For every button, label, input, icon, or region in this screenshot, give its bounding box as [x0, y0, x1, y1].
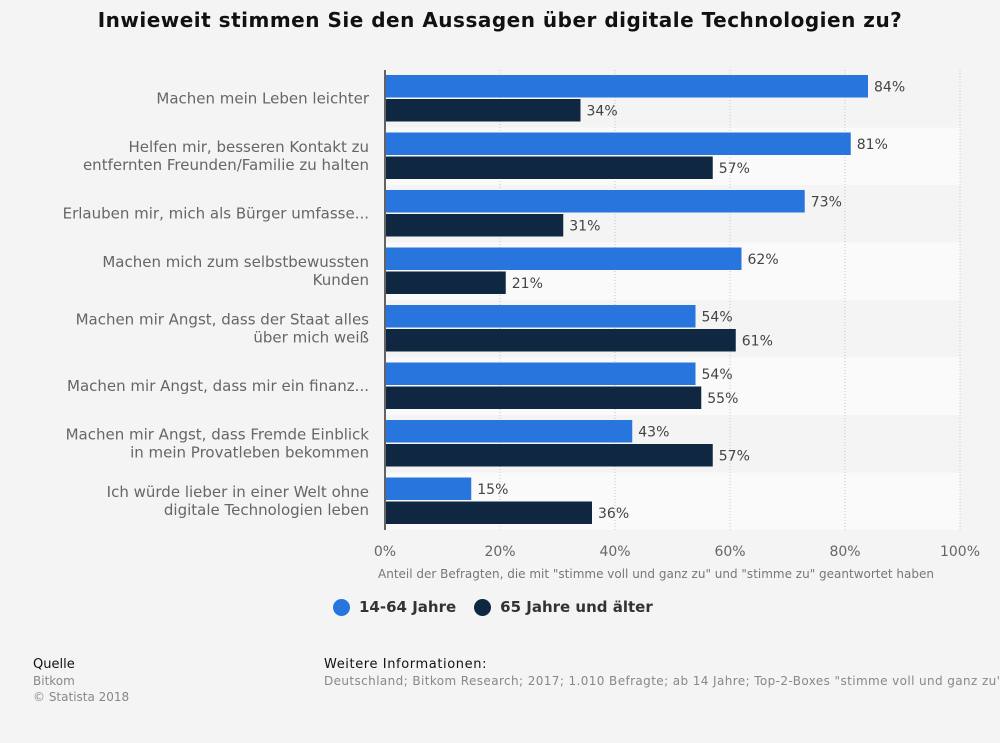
category-label: Machen mir Angst, dass Fremde Einblick [66, 426, 370, 444]
data-label-series-1: 84% [874, 79, 905, 95]
data-label-series-2: 36% [598, 506, 629, 522]
data-label-series-2: 55% [707, 391, 738, 407]
bar-series-2 [386, 444, 713, 467]
category-label: Machen mir Angst, dass der Staat alles [76, 311, 370, 329]
category-label: entfernten Freunden/Familie zu halten [83, 156, 369, 174]
legend-label-series-1: 14-64 Jahre [359, 598, 457, 616]
bar-series-1 [386, 477, 472, 500]
legend-item-series-2[interactable]: 65 Jahre und älter [474, 598, 653, 616]
category-label: in mein Provatleben bekommen [130, 444, 369, 462]
data-label-series-1: 73% [811, 194, 842, 210]
data-label-series-1: 15% [477, 482, 508, 498]
bar-series-1 [386, 362, 696, 385]
x-tick-label: 40% [599, 544, 630, 560]
info-block: Weitere Informationen: Deutschland; Bitk… [324, 657, 1000, 689]
chart-title: Inwieweit stimmen Sie den Aussagen über … [97, 8, 903, 32]
source-heading: Quelle [33, 657, 75, 672]
data-label-series-1: 81% [857, 137, 888, 153]
legend-dot-series-2 [474, 598, 492, 616]
data-label-series-2: 57% [719, 448, 750, 464]
data-label-series-1: 62% [748, 252, 779, 268]
bar-series-1 [386, 305, 696, 328]
bar-series-1 [386, 247, 742, 270]
bar-series-1 [386, 132, 851, 155]
bar-series-2 [386, 386, 702, 409]
legend-item-series-1[interactable]: 14-64 Jahre [333, 598, 456, 616]
x-axis-label: Anteil der Befragten, die mit "stimme vo… [378, 567, 934, 581]
x-tick-label: 0% [374, 544, 396, 560]
data-label-series-2: 34% [587, 103, 618, 119]
source-name[interactable]: Bitkom [33, 674, 75, 688]
data-label-series-2: 21% [512, 276, 543, 292]
data-label-series-2: 57% [719, 161, 750, 177]
category-label: über mich weiß [253, 329, 369, 347]
category-label: Machen mir Angst, dass mir ein finanz... [67, 377, 369, 395]
category-label: Helfen mir, besseren Kontakt zu [129, 138, 369, 156]
category-label: Machen mein Leben leichter [156, 90, 369, 108]
category-label: Erlauben mir, mich als Bürger umfasse... [63, 205, 369, 223]
data-label-series-1: 54% [702, 309, 733, 325]
legend-label-series-2: 65 Jahre und älter [500, 598, 653, 616]
copyright: © Statista 2018 [33, 690, 130, 704]
bar-series-2 [386, 156, 713, 179]
legend-dot-series-1 [333, 598, 350, 616]
bar-series-1 [386, 420, 633, 443]
source-block: Quelle Bitkom © Statista 2018 [33, 657, 129, 705]
bar-series-2 [386, 271, 506, 294]
category-label: Machen mich zum selbstbewussten [102, 253, 369, 271]
bar-series-1 [386, 190, 805, 213]
bar-chart: 0% 20% 40% 60% 80% 100% 84% 34% Machen mein Lebe… [63, 70, 980, 560]
info-text: Deutschland; Bitkom Research; 2017; 1.01… [324, 674, 1000, 688]
bar-series-2 [386, 214, 564, 237]
x-tick-label: 60% [714, 544, 745, 560]
x-tick-label: 80% [829, 544, 860, 560]
data-label-series-1: 43% [638, 424, 669, 440]
bar-series-2 [386, 329, 736, 352]
x-tick-label: 20% [484, 544, 515, 560]
info-heading: Weitere Informationen: [324, 657, 488, 672]
bar-series-1 [386, 75, 868, 98]
data-label-series-1: 54% [702, 367, 733, 383]
legend: 14-64 Jahre 65 Jahre und älter [333, 598, 671, 616]
category-label: Kunden [313, 271, 369, 289]
category-label: Ich würde lieber in einer Welt ohne [107, 483, 369, 501]
bar-series-2 [386, 501, 592, 524]
category-label: digitale Technologien leben [164, 501, 369, 519]
x-tick-label: 100% [940, 544, 980, 560]
data-label-series-2: 61% [742, 333, 773, 349]
bar-series-2 [386, 99, 581, 122]
data-label-series-2: 31% [569, 218, 600, 234]
